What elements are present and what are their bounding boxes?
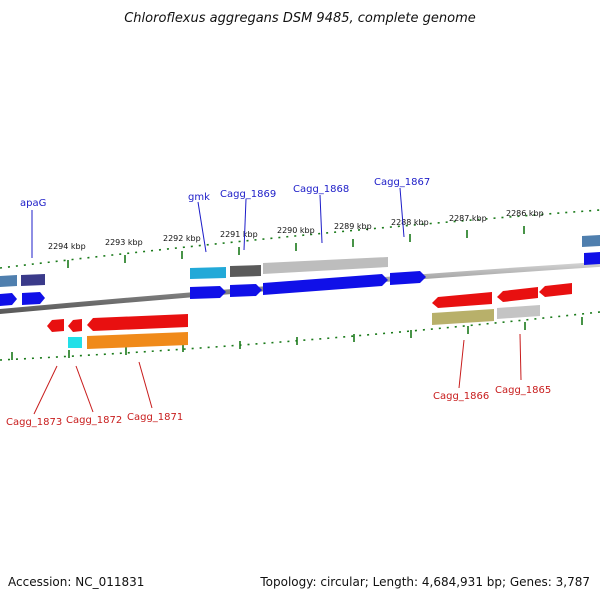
scale-labels: 2294 kbp 2293 kbp 2292 kbp 2291 kbp 2290… [48,209,544,251]
bottom-gene-labels: Cagg_1873 Cagg_1872 Cagg_1871 Cagg_1866 … [6,333,551,428]
scale-label: 2288 kbp [391,218,429,227]
gene-label-cagg-1872: Cagg_1872 [66,415,122,426]
scale-label: 2286 kbp [506,209,544,218]
accession-text: Accession: NC_011831 [8,575,144,589]
top-gene-labels: apaG gmk Cagg_1869 Cagg_1868 Cagg_1867 [20,177,430,258]
gene-label-gmk: gmk [188,192,210,203]
scale-label: 2287 kbp [449,214,487,223]
forward-cds-arrows [0,252,600,306]
scale-label: 2293 kbp [105,238,143,247]
gene-label-cagg-1868: Cagg_1868 [293,184,349,195]
scale-label: 2292 kbp [163,234,201,243]
genome-title: Chloroflexus aggregans DSM 9485, complet… [124,11,476,26]
upper-scale-track [0,209,600,269]
scale-label: 2290 kbp [277,226,315,235]
gene-label-cagg-1866: Cagg_1866 [433,391,489,402]
forward-feature-blocks [0,235,600,287]
gene-label-cagg-1867: Cagg_1867 [374,177,430,188]
reverse-cds-arrows [47,283,572,332]
lower-scale-track [0,311,600,361]
genome-summary-text: Topology: circular; Length: 4,684,931 bp… [259,575,590,589]
gene-label-cagg-1873: Cagg_1873 [6,417,62,428]
gene-label-cagg-1871: Cagg_1871 [127,412,183,423]
scale-label: 2291 kbp [220,230,258,239]
reverse-feature-blocks [68,305,540,349]
scale-label: 2294 kbp [48,242,86,251]
gene-label-apaG: apaG [20,198,46,209]
gene-label-cagg-1865: Cagg_1865 [495,385,551,396]
gene-label-cagg-1869: Cagg_1869 [220,189,276,200]
scale-label: 2289 kbp [334,222,372,231]
